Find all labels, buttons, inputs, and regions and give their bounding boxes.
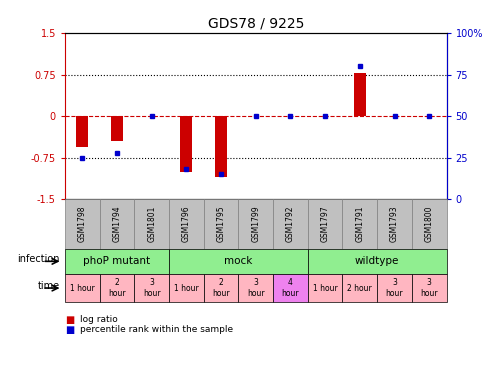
- Text: 1 hour: 1 hour: [70, 284, 95, 292]
- Bar: [354, 74, 366, 116]
- Text: 3
hour: 3 hour: [143, 278, 161, 298]
- Bar: [111, 116, 123, 141]
- Text: 4
hour: 4 hour: [281, 278, 299, 298]
- Text: GSM1800: GSM1800: [425, 206, 434, 242]
- Bar: [180, 116, 193, 172]
- Text: GSM1796: GSM1796: [182, 206, 191, 243]
- Text: 3
hour: 3 hour: [421, 278, 438, 298]
- Title: GDS78 / 9225: GDS78 / 9225: [208, 16, 304, 30]
- Text: GSM1792: GSM1792: [286, 206, 295, 242]
- Text: GSM1793: GSM1793: [390, 206, 399, 243]
- Text: infection: infection: [17, 254, 60, 265]
- Text: GSM1798: GSM1798: [78, 206, 87, 242]
- Text: GSM1794: GSM1794: [112, 206, 121, 243]
- Text: 2
hour: 2 hour: [212, 278, 230, 298]
- Text: 3
hour: 3 hour: [247, 278, 264, 298]
- Text: ■: ■: [65, 325, 74, 335]
- Text: GSM1795: GSM1795: [217, 206, 226, 243]
- Text: GSM1797: GSM1797: [321, 206, 330, 243]
- Text: wildtype: wildtype: [355, 256, 399, 266]
- Text: log ratio: log ratio: [80, 315, 118, 324]
- Text: mock: mock: [224, 256, 252, 266]
- Text: ■: ■: [65, 314, 74, 325]
- Text: GSM1799: GSM1799: [251, 206, 260, 243]
- Bar: [76, 116, 88, 147]
- Text: 3
hour: 3 hour: [386, 278, 403, 298]
- Text: time: time: [38, 281, 60, 291]
- Text: 2 hour: 2 hour: [347, 284, 372, 292]
- Text: percentile rank within the sample: percentile rank within the sample: [80, 325, 233, 334]
- Text: GSM1801: GSM1801: [147, 206, 156, 242]
- Text: 1 hour: 1 hour: [313, 284, 337, 292]
- Bar: [215, 116, 227, 177]
- Text: phoP mutant: phoP mutant: [83, 256, 151, 266]
- Text: 1 hour: 1 hour: [174, 284, 199, 292]
- Text: 2
hour: 2 hour: [108, 278, 126, 298]
- Text: GSM1791: GSM1791: [355, 206, 364, 242]
